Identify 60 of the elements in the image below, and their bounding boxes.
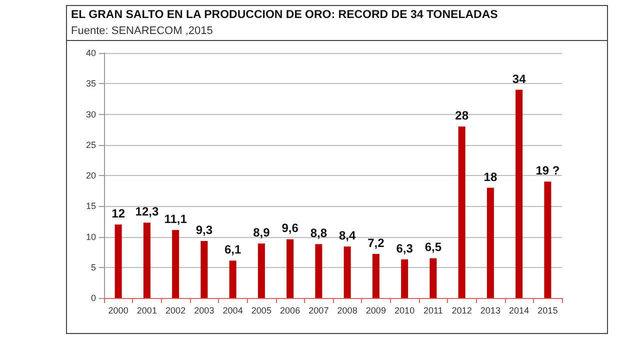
bar <box>344 246 351 298</box>
data-label: 11,1 <box>164 212 188 226</box>
bar <box>486 188 494 298</box>
x-tick-label: 2012 <box>452 306 472 316</box>
x-tick-label: 2006 <box>280 306 300 316</box>
bar <box>430 258 437 298</box>
bar <box>114 224 122 298</box>
y-tick-label: 40 <box>86 48 96 58</box>
y-tick-label: 20 <box>86 170 96 180</box>
bar <box>286 239 294 298</box>
y-tick-label: 25 <box>86 140 96 150</box>
bar <box>372 254 380 298</box>
bar <box>200 241 208 298</box>
data-label: 8,4 <box>338 228 356 243</box>
data-label: 7,2 <box>368 236 385 250</box>
x-tick-label: 2001 <box>136 306 157 316</box>
x-tick-label: 2015 <box>538 306 558 316</box>
x-tick-label: 2010 <box>394 306 415 316</box>
bar <box>458 126 466 298</box>
data-label: 6,3 <box>396 241 414 256</box>
data-label: 9,3 <box>196 223 213 238</box>
bar <box>401 259 408 298</box>
data-label: 18 <box>484 170 498 184</box>
data-label: 19 ? <box>536 164 560 178</box>
y-tick-label: 5 <box>90 262 96 272</box>
chart-subtitle: Fuente: SENARECOM ,2015 <box>71 25 213 37</box>
bar <box>544 182 552 298</box>
x-tick-label: 2008 <box>337 306 358 316</box>
data-label: 28 <box>455 108 469 122</box>
bar <box>516 90 523 298</box>
data-label: 34 <box>512 72 526 86</box>
data-label: 12 <box>112 206 126 220</box>
data-label: 9,6 <box>282 221 299 236</box>
data-label: 6,1 <box>224 242 242 257</box>
data-label: 6,5 <box>424 240 442 254</box>
x-tick-label: 2013 <box>480 306 500 316</box>
y-tick-label: 0 <box>90 293 96 303</box>
y-tick-label: 30 <box>86 109 96 120</box>
x-tick-label: 2007 <box>308 306 329 316</box>
x-tick-label: 2011 <box>424 306 443 316</box>
y-tick-label: 15 <box>86 201 96 212</box>
bar <box>315 244 322 298</box>
y-tick-label: 35 <box>86 78 96 89</box>
bar <box>143 222 150 298</box>
y-tick-label: 10 <box>86 232 96 242</box>
data-label: 8,9 <box>253 225 270 240</box>
bar <box>258 243 265 298</box>
x-tick-label: 2002 <box>166 306 186 316</box>
x-tick-label: 2014 <box>509 306 530 316</box>
title-frame: EL GRAN SALTO EN LA PRODUCCION DE ORO: RECORD DE 34 TONELADAS Fuente: SENARECOM ,2015 <box>66 5 608 40</box>
data-label: 8,8 <box>310 226 328 240</box>
x-tick-label: 2009 <box>366 306 386 316</box>
x-tick-label: 2003 <box>194 306 214 316</box>
x-tick-label: 2004 <box>222 306 243 316</box>
bar <box>229 260 236 298</box>
chart-title: EL GRAN SALTO EN LA PRODUCCION DE ORO: RECORD DE 34 TONELADAS <box>71 9 498 21</box>
bar <box>172 230 180 298</box>
x-tick-label: 2005 <box>251 306 272 316</box>
data-label: 12,3 <box>135 204 159 219</box>
x-tick-label: 2000 <box>108 306 128 316</box>
